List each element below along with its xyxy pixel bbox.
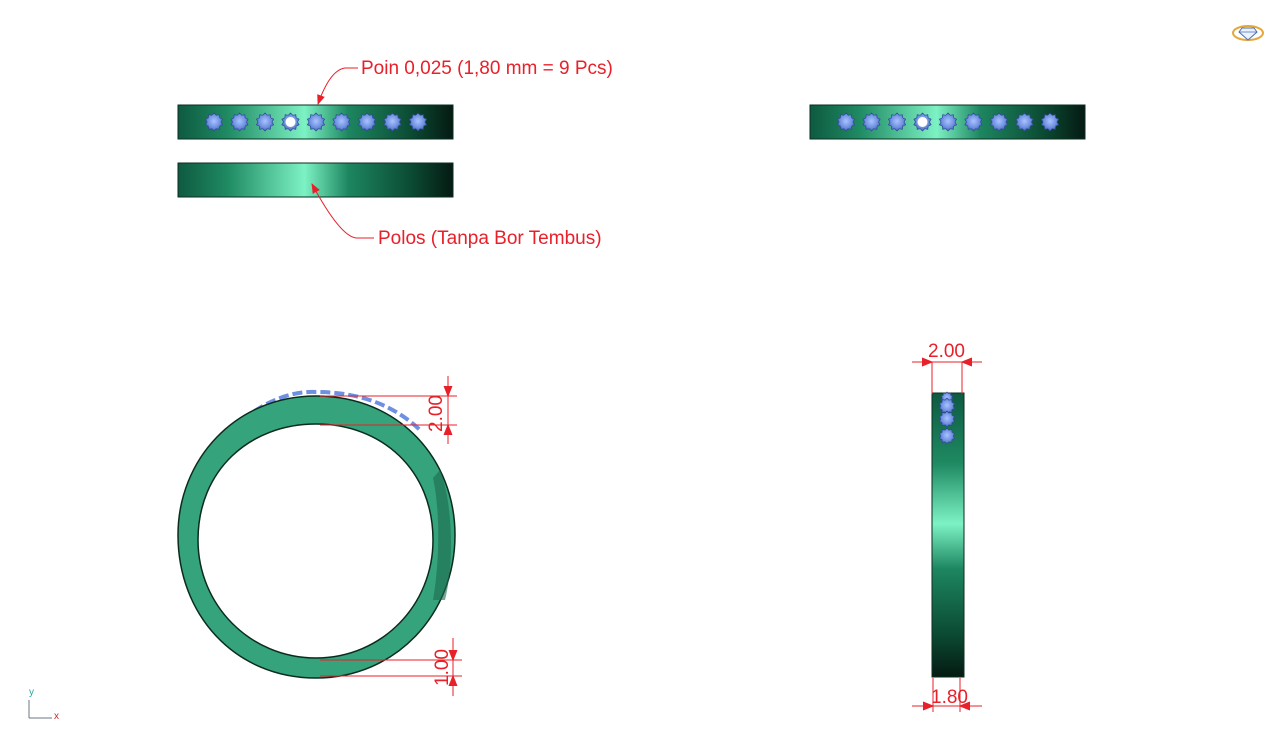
stone-row <box>836 112 1060 132</box>
stone-setting <box>383 112 402 132</box>
stone-setting <box>1015 112 1034 132</box>
dimension-side-width: 2.00 <box>928 341 965 362</box>
plain-leader-line <box>311 183 374 239</box>
stone-setting <box>1040 112 1060 132</box>
axis-y-label: y <box>29 687 34 698</box>
stone-setting <box>836 112 856 132</box>
dimension-bottom-thickness: 1.00 <box>432 649 453 686</box>
stone-setting <box>408 112 428 132</box>
diamond-ring-icon <box>1232 25 1264 41</box>
dimension-top-thickness: 2.00 <box>426 395 447 432</box>
front-view-plain-band <box>177 162 454 198</box>
top-view-stones <box>809 104 1086 140</box>
side-stone-column <box>938 391 956 445</box>
ring-body <box>177 395 456 679</box>
stone-setting <box>332 112 351 132</box>
stone-setting <box>964 112 983 132</box>
stone-row <box>204 112 428 132</box>
stone-setting <box>306 112 326 132</box>
stone-setting <box>204 112 224 132</box>
stone-setting <box>230 112 249 132</box>
axis-x-label: x <box>54 711 59 722</box>
dimension-side-bottom-width: 1.80 <box>931 687 968 708</box>
ring-side-view <box>931 391 965 678</box>
stone-setting <box>862 112 881 132</box>
stone-highlight <box>917 117 928 127</box>
side-stone <box>938 427 956 445</box>
stone-setting <box>938 112 958 132</box>
side-dimension-lines <box>912 357 982 712</box>
axis-indicator <box>28 700 52 719</box>
ring-dimension-lines <box>320 376 462 696</box>
front-view-stones <box>177 104 454 140</box>
plain-annotation: Polos (Tanpa Bor Tembus) <box>378 228 602 249</box>
stone-annotation: Poin 0,025 (1,80 mm = 9 Pcs) <box>361 58 613 79</box>
stone-setting <box>989 112 1009 132</box>
stone-highlight <box>285 117 296 127</box>
side-stone <box>938 410 956 428</box>
stone-leader-line <box>317 67 358 105</box>
stone-setting <box>255 112 275 132</box>
stone-setting <box>887 112 907 132</box>
ring-shadow <box>433 470 452 600</box>
ring-profile-view <box>177 389 456 679</box>
stone-setting <box>357 112 377 132</box>
